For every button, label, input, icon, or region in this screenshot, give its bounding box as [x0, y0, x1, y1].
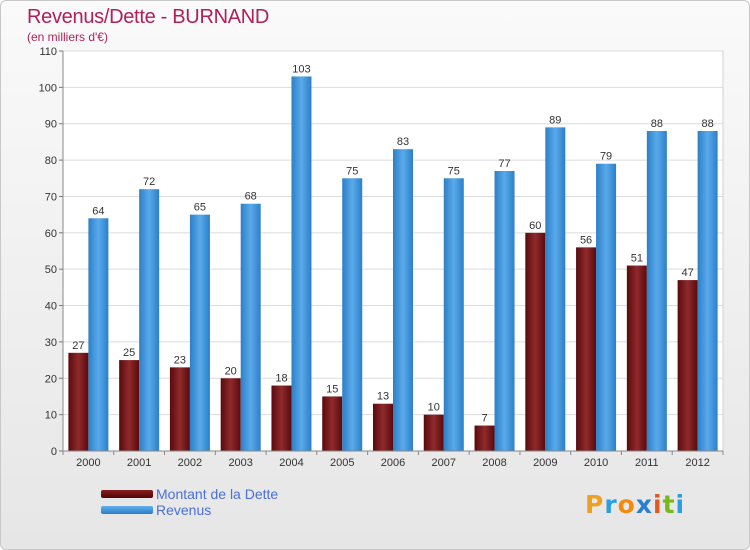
data-label: 75: [346, 165, 358, 177]
bar-revenus: [596, 163, 617, 451]
y-tick-label: 50: [45, 264, 57, 276]
proxiti-logo: Proxiti: [585, 490, 685, 519]
legend-swatch-dette: [101, 490, 153, 498]
data-label: 23: [174, 354, 186, 366]
data-label: 65: [194, 202, 206, 214]
data-label: 60: [529, 220, 541, 232]
logo-letter: P: [585, 490, 605, 519]
bar-dette: [626, 265, 647, 451]
data-label: 64: [92, 205, 104, 217]
data-label: 20: [225, 365, 237, 377]
x-tick-label: 2011: [635, 457, 659, 469]
bar-revenus: [646, 131, 667, 451]
chart-subtitle: (en milliers d'€): [27, 30, 108, 44]
y-tick-label: 100: [39, 82, 57, 94]
x-tick-label: 2006: [381, 457, 405, 469]
x-tick-label: 2004: [279, 457, 303, 469]
y-tick-label: 10: [45, 410, 57, 422]
data-label: 25: [123, 347, 135, 359]
data-label: 15: [326, 383, 338, 395]
data-label: 79: [600, 151, 612, 163]
y-tick-label: 70: [45, 191, 57, 203]
x-tick-label: 2010: [584, 457, 608, 469]
bar-revenus: [342, 178, 363, 452]
bar-revenus: [697, 131, 718, 451]
bar-dette: [119, 360, 140, 451]
x-tick-label: 2007: [432, 457, 456, 469]
y-tick-label: 0: [51, 446, 57, 458]
bar-dette: [576, 247, 597, 451]
x-tick-label: 2001: [127, 457, 151, 469]
y-tick-label: 60: [45, 228, 57, 240]
x-tick-label: 2000: [76, 457, 100, 469]
bar-revenus: [291, 76, 312, 452]
bar-revenus: [240, 203, 261, 451]
bar-revenus: [494, 171, 515, 451]
x-tick-label: 2005: [330, 457, 354, 469]
data-label: 88: [701, 118, 713, 130]
bar-dette: [373, 403, 393, 451]
y-tick-label: 20: [45, 373, 57, 385]
bar-dette: [271, 385, 292, 451]
data-label: 51: [631, 253, 643, 265]
chart-title: Revenus/Dette - BURNAND: [27, 6, 270, 28]
logo-letter: i: [653, 490, 663, 519]
bar-revenus: [88, 218, 109, 451]
data-label: 68: [245, 191, 257, 203]
data-label: 13: [377, 391, 389, 403]
data-label: 75: [448, 165, 460, 177]
data-label: 103: [292, 63, 310, 75]
data-label: 10: [428, 402, 440, 414]
data-label: 56: [580, 234, 592, 246]
bar-revenus: [189, 214, 210, 451]
legend-label-revenus: Revenus: [156, 502, 212, 518]
x-tick-label: 2002: [178, 457, 202, 469]
data-label: 83: [397, 136, 409, 148]
data-label: 7: [481, 413, 487, 425]
y-tick-label: 30: [45, 337, 57, 349]
data-label: 18: [275, 373, 287, 385]
legend-label-dette: Montant de la Dette: [156, 486, 279, 502]
x-tick-label: 2009: [533, 457, 557, 469]
logo-letter: i: [675, 490, 686, 519]
y-tick-label: 40: [45, 301, 57, 313]
logo-letter: t: [662, 490, 676, 519]
data-label: 88: [651, 118, 663, 130]
data-label: 47: [681, 267, 693, 279]
bar-revenus: [545, 127, 566, 451]
bar-dette: [525, 232, 546, 451]
data-label: 89: [549, 114, 561, 126]
bar-revenus: [393, 149, 413, 451]
x-tick-label: 2012: [685, 457, 709, 469]
x-tick-label: 2003: [228, 457, 252, 469]
y-tick-label: 80: [45, 155, 57, 167]
bar-dette: [474, 425, 495, 451]
logo-letter: x: [635, 490, 653, 519]
bar-dette: [220, 378, 241, 451]
data-label: 72: [143, 176, 155, 188]
bar-dette: [677, 280, 698, 451]
bar-dette: [322, 396, 343, 451]
data-label: 27: [72, 340, 84, 352]
bar-revenus: [443, 178, 464, 452]
y-tick-label: 90: [45, 119, 57, 131]
data-label: 77: [498, 158, 510, 170]
legend-swatch-revenus: [101, 506, 153, 514]
y-tick-label: 110: [39, 46, 57, 58]
bar-revenus: [139, 189, 160, 451]
x-tick-label: 2008: [482, 457, 506, 469]
logo-letter: r: [604, 490, 618, 519]
bar-dette: [68, 352, 89, 451]
bar-dette: [169, 367, 190, 451]
logo-letter: o: [617, 490, 636, 519]
bar-dette: [423, 414, 444, 451]
